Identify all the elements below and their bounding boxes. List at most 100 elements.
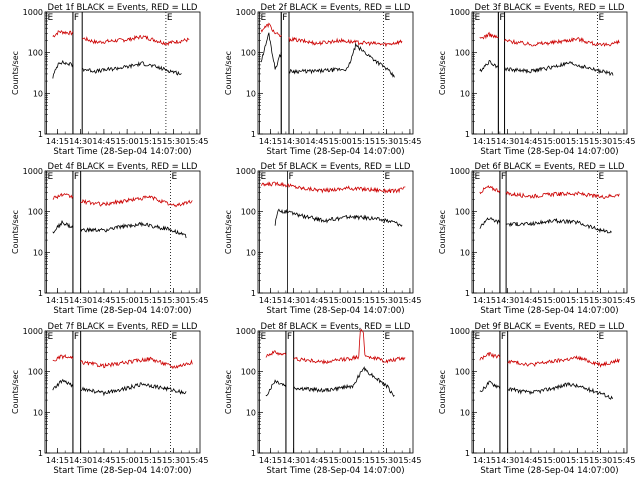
y-tick-label: 10	[246, 408, 256, 417]
x-tick-label: 15:45	[398, 456, 421, 465]
y-tick-label: 1	[38, 130, 43, 139]
plot-title: Det 2f BLACK = Events, RED = LLD	[261, 3, 411, 13]
x-axis-label: Start Time (28-Sep-04 14:07:00)	[480, 147, 618, 157]
marker-label: F	[74, 332, 79, 342]
marker-label: F	[287, 332, 292, 342]
x-tick-label: 15:30	[375, 296, 398, 305]
x-axis-label: Start Time (28-Sep-04 14:07:00)	[266, 306, 404, 316]
plot-title: Det 1f BLACK = Events, RED = LLD	[48, 3, 198, 13]
plot-det-4: Det 4f BLACK = Events, RED = LLD 1 10 100 10…	[11, 162, 208, 316]
y-tick-label: 1000	[23, 167, 43, 176]
x-axis-label: Start Time (28-Sep-04 14:07:00)	[480, 306, 618, 316]
x-tick-label: 14:30	[496, 456, 519, 465]
x-tick-label: 15:45	[612, 137, 635, 146]
x-tick-label: 15:45	[185, 137, 208, 146]
series-line-events	[274, 208, 403, 227]
series-line-events	[52, 220, 74, 234]
x-tick-label: 15:45	[185, 296, 208, 305]
x-tick-label: 14:30	[282, 456, 305, 465]
series-line-events	[479, 380, 501, 393]
marker-label: E	[261, 172, 267, 182]
x-tick-label: 15:15	[566, 456, 589, 465]
marker-label: F	[74, 13, 79, 23]
x-tick-label: 14:30	[69, 456, 92, 465]
marker-label: E	[385, 13, 391, 23]
x-tick-label: 14:30	[69, 296, 92, 305]
marker-label: F	[282, 13, 287, 23]
x-tick-label: 15:00	[329, 456, 352, 465]
series-line-events	[80, 221, 187, 239]
plot-det-6: Det 6f BLACK = Events, RED = LLD 1 10 100 10…	[438, 162, 635, 316]
x-tick-label: 14:15	[46, 296, 69, 305]
plot-frame	[471, 330, 628, 454]
y-tick-label: 1	[38, 289, 43, 298]
plot-title: Det 3f BLACK = Events, RED = LLD	[475, 3, 625, 13]
y-axis-label: Counts/sec	[11, 370, 20, 414]
series-line-lld	[52, 192, 74, 200]
marker-label: E	[475, 172, 481, 182]
y-tick-label: 1000	[450, 8, 470, 17]
x-tick-label: 14:15	[259, 296, 282, 305]
x-tick-label: 15:00	[116, 137, 139, 146]
marker-label: F	[499, 13, 504, 23]
x-tick-label: 14:15	[259, 456, 282, 465]
plot-title: Det 4f BLACK = Events, RED = LLD	[48, 162, 198, 172]
series-line-events	[288, 42, 395, 78]
y-tick-label: 1	[465, 130, 470, 139]
marker-label: E	[261, 332, 267, 342]
series-line-events	[504, 61, 614, 77]
x-tick-label: 15:15	[139, 137, 162, 146]
y-tick-label: 100	[28, 49, 43, 58]
x-tick-label: 15:15	[352, 296, 375, 305]
x-tick-label: 15:45	[612, 456, 635, 465]
plot-frame	[471, 170, 628, 294]
x-tick-label: 15:30	[375, 456, 398, 465]
x-tick-label: 15:00	[329, 137, 352, 146]
x-tick-label: 15:30	[162, 296, 185, 305]
plot-frame	[257, 11, 414, 135]
marker-label: E	[385, 172, 391, 182]
x-tick-label: 14:45	[519, 137, 542, 146]
y-axis-label: Counts/sec	[438, 51, 447, 95]
y-tick-label: 10	[33, 248, 43, 257]
x-tick-label: 14:15	[473, 137, 496, 146]
y-tick-label: 1000	[236, 167, 256, 176]
plot-title: Det 9f BLACK = Events, RED = LLD	[475, 322, 625, 332]
y-tick-label: 1000	[236, 8, 256, 17]
plot-det-1: Det 1f BLACK = Events, RED = LLD 1 10 100 10…	[11, 3, 208, 157]
plot-title: Det 8f BLACK = Events, RED = LLD	[261, 322, 411, 332]
y-axis-label: Counts/sec	[11, 51, 20, 95]
marker-label: E	[599, 332, 605, 342]
x-tick-label: 14:45	[92, 296, 115, 305]
x-tick-label: 14:30	[282, 137, 305, 146]
x-tick-label: 14:15	[46, 137, 69, 146]
marker-label: E	[599, 13, 605, 23]
x-tick-label: 14:15	[259, 137, 282, 146]
x-tick-label: 15:15	[139, 456, 162, 465]
x-tick-label: 15:45	[185, 456, 208, 465]
y-tick-label: 1000	[23, 8, 43, 17]
plot-det-5: Det 5f BLACK = Events, RED = LLD 1 10 100 10…	[224, 162, 421, 316]
x-axis-label: Start Time (28-Sep-04 14:07:00)	[266, 147, 404, 157]
marker-label: E	[385, 332, 391, 342]
y-tick-label: 10	[460, 89, 470, 98]
x-tick-label: 15:15	[139, 296, 162, 305]
series-line-lld	[504, 36, 620, 47]
y-tick-label: 100	[28, 368, 43, 377]
series-line-lld	[81, 34, 190, 46]
plot-frame	[257, 330, 414, 454]
series-line-events	[505, 217, 612, 234]
y-tick-label: 100	[455, 368, 470, 377]
x-tick-label: 14:30	[496, 137, 519, 146]
y-tick-label: 1	[465, 449, 470, 458]
series-line-events	[81, 61, 182, 76]
x-tick-label: 15:00	[116, 296, 139, 305]
x-tick-label: 14:45	[305, 137, 328, 146]
x-tick-label: 15:15	[566, 137, 589, 146]
x-tick-label: 15:30	[589, 137, 612, 146]
plot-det-8: Det 8f BLACK = Events, RED = LLD 1 10 100 10…	[224, 322, 421, 476]
series-line-lld	[265, 350, 287, 358]
x-tick-label: 14:30	[69, 137, 92, 146]
plot-title: Det 7f BLACK = Events, RED = LLD	[48, 322, 198, 332]
marker-label: E	[172, 332, 178, 342]
